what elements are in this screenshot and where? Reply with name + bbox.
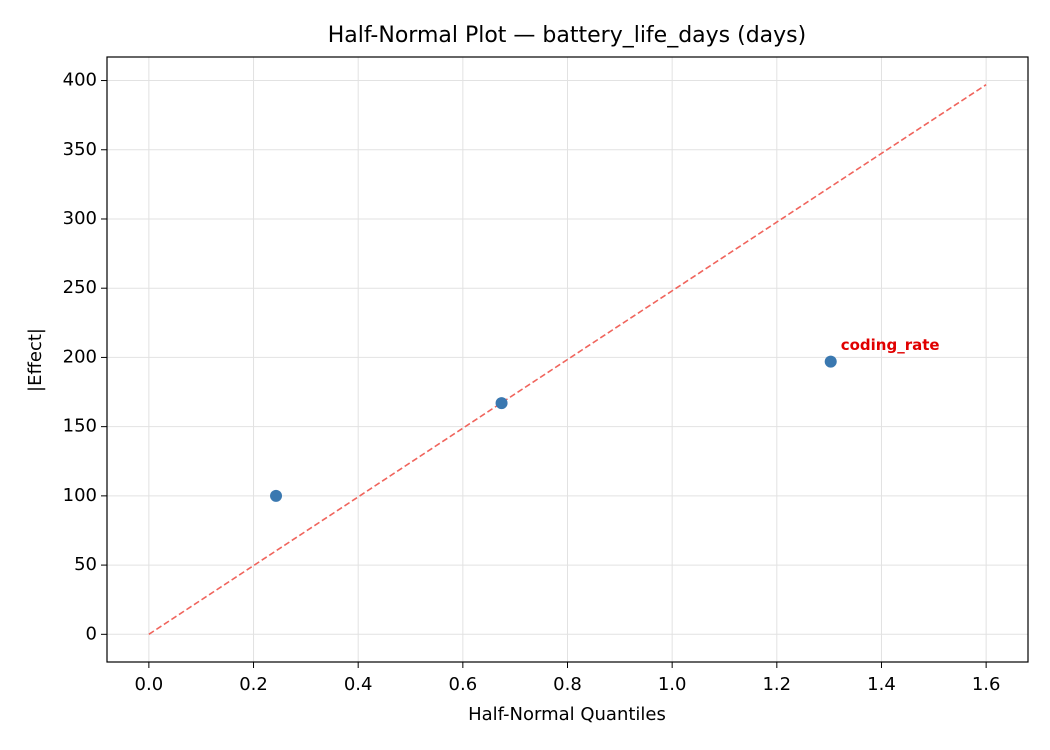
y-tick-label: 400	[63, 70, 97, 91]
point-label: coding_rate	[841, 336, 940, 354]
y-tick-label: 0	[86, 623, 97, 644]
point	[270, 489, 283, 502]
y-tick-label: 250	[63, 277, 97, 298]
y-tick-label: 150	[63, 416, 97, 437]
chart-title: Half-Normal Plot — battery_life_days (da…	[328, 23, 806, 48]
x-tick-label: 0.0	[135, 674, 164, 695]
y-tick-label: 200	[63, 346, 97, 367]
x-tick-label: 1.6	[972, 674, 1001, 695]
x-tick-label: 0.2	[239, 674, 268, 695]
axes-frame	[106, 56, 1029, 663]
x-tick-label: 0.4	[344, 674, 373, 695]
y-axis-label: |Effect|	[25, 328, 46, 392]
x-tick-label: 1.0	[658, 674, 687, 695]
y-tick-label: 350	[63, 139, 97, 160]
x-tick-label: 1.4	[867, 674, 896, 695]
x-tick-label: 0.6	[449, 674, 478, 695]
point	[824, 355, 837, 368]
x-tick-label: 0.8	[553, 674, 582, 695]
x-axis-label: Half-Normal Quantiles	[468, 704, 666, 725]
point	[495, 397, 508, 410]
y-tick-label: 300	[63, 208, 97, 229]
y-tick-label: 100	[63, 485, 97, 506]
x-tick-label: 1.2	[762, 674, 791, 695]
reference-line	[148, 84, 987, 635]
y-tick-label: 50	[74, 554, 97, 575]
